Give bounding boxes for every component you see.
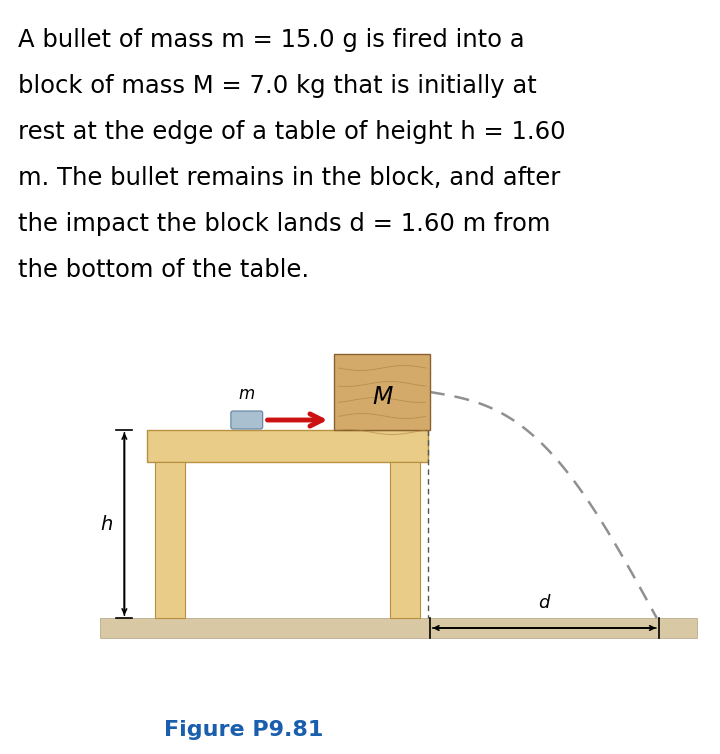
Text: A bullet of mass m = 15.0 g is fired into a: A bullet of mass m = 15.0 g is fired int… (18, 28, 525, 52)
Text: h: h (100, 514, 112, 534)
Bar (334, 354, 430, 430)
Text: d: d (539, 594, 550, 612)
Text: block of mass M = 7.0 kg that is initially at: block of mass M = 7.0 kg that is initial… (18, 74, 536, 98)
Bar (99, 618, 696, 638)
Text: M: M (372, 385, 392, 409)
FancyBboxPatch shape (231, 411, 263, 429)
Bar (156, 462, 185, 618)
Bar (390, 462, 420, 618)
Text: m: m (238, 385, 255, 403)
Text: the bottom of the table.: the bottom of the table. (18, 258, 309, 282)
Text: rest at the edge of a table of height h = 1.60: rest at the edge of a table of height h … (18, 120, 565, 144)
Text: the impact the block lands d = 1.60 m from: the impact the block lands d = 1.60 m fr… (18, 212, 550, 236)
Text: Figure P9.81: Figure P9.81 (164, 720, 323, 740)
Bar (148, 430, 428, 462)
Text: m. The bullet remains in the block, and after: m. The bullet remains in the block, and … (18, 166, 560, 190)
